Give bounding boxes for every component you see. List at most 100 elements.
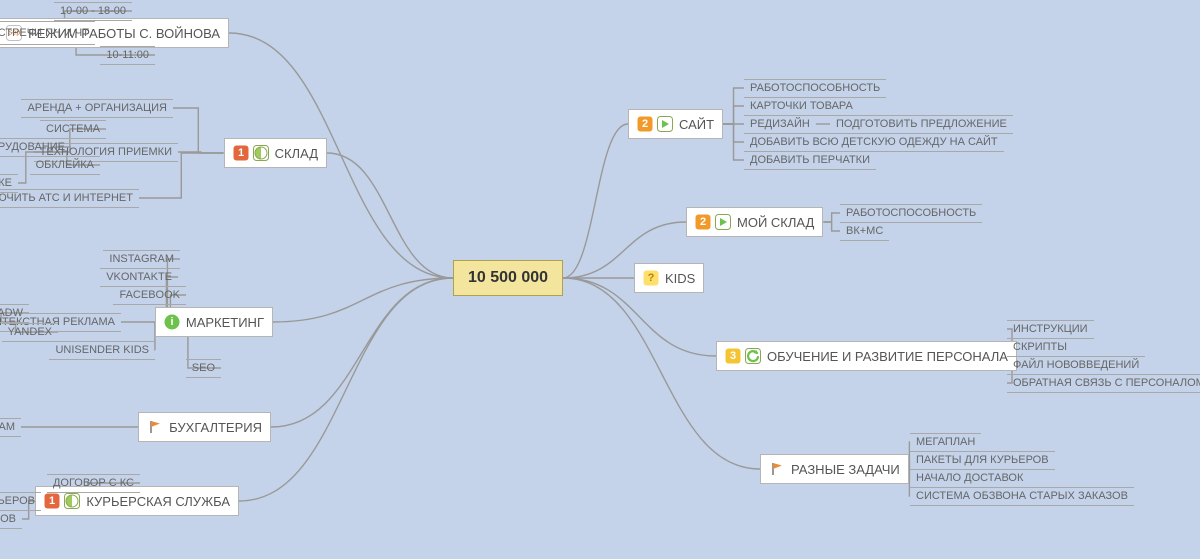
node-label: СКРИПТЫ — [1013, 342, 1067, 353]
node-mkt_uni[interactable]: UNISENDER KIDS — [49, 341, 155, 360]
node-label: ДОГОВОР С КС — [53, 478, 134, 489]
node-site_red[interactable]: РЕДИЗАЙН — [744, 115, 816, 134]
node-label: 10-00 - 18-00 — [60, 6, 126, 17]
node-label: ВСТРЕЧИ ПН И ЧТ — [0, 28, 89, 39]
play-icon — [657, 116, 673, 132]
node-kids[interactable]: ?KIDS — [634, 263, 704, 293]
flag-icon — [769, 461, 785, 477]
node-label: YANDEX — [8, 327, 52, 338]
node-label: ОБРАТНАЯ СВЯЗЬ С ПЕРСОНАЛОМ ЕЖЕНЕДЕЛЬНО — [1013, 378, 1200, 389]
node-mkt_adw[interactable]: GOOGLE ADW — [0, 304, 29, 323]
node-label: РАБОТОСПОСОБНОСТЬ — [846, 208, 976, 219]
node-obuch[interactable]: 3 ОБУЧЕНИЕ И РАЗВИТИЕ ПЕРСОНАЛА — [716, 341, 1017, 371]
node-kur_res[interactable]: РЕСУРС СОБСТВЕННЫХ КУРЬЕРОВ — [0, 492, 41, 511]
node-raz_mega[interactable]: МЕГАПЛАН — [910, 433, 981, 452]
info-icon: i — [164, 314, 180, 330]
node-raz[interactable]: РАЗНЫЕ ЗАДАЧИ — [760, 454, 909, 484]
node-site[interactable]: 2 САЙТ — [628, 109, 723, 139]
node-label: ИНСТРУКЦИИ — [1013, 324, 1088, 335]
node-site_card[interactable]: КАРТОЧКИ ТОВАРА — [744, 97, 859, 116]
node-site_glove[interactable]: ДОБАВИТЬ ПЕРЧАТКИ — [744, 151, 876, 170]
node-label: UNISENDER KIDS — [55, 345, 149, 356]
node-mkt_seo[interactable]: SEO — [186, 359, 221, 378]
node-label: GOOGLE ADW — [0, 308, 23, 319]
node-label: МЕГАПЛАН — [916, 437, 975, 448]
node-site_rab[interactable]: РАБОТОСПОСОБНОСТЬ — [744, 79, 886, 98]
node-moy_vk[interactable]: ВК+МС — [840, 222, 889, 241]
node-label: ПОДГОТОВИТЬ ПРЕДЛОЖЕНИЕ — [836, 119, 1007, 130]
node-label: ОБУЧЕНИЕ И РАЗВИТИЕ ПЕРСОНАЛА — [767, 350, 1008, 363]
node-label: КАРТОЧКИ ТОВАРА — [750, 101, 853, 112]
svg-text:2: 2 — [642, 118, 648, 130]
svg-text:i: i — [170, 316, 173, 328]
node-mkt_yx[interactable]: YANDEX — [2, 323, 58, 342]
node-label: СКЛАД — [275, 147, 318, 160]
node-sklad_oborud[interactable]: ОБОРУДОВАНИЕ — [0, 138, 71, 157]
node-sklad_arenda[interactable]: АРЕНДА + ОРГАНИЗАЦИЯ — [21, 99, 173, 118]
node-sklad[interactable]: 1 СКЛАД — [224, 138, 327, 168]
node-bukh_prem[interactable]: РАЗМЕР ПРЕМИИ ОПЕРАТОРАМ И КУРЬЕРАМ — [0, 418, 21, 437]
question-icon: ? — [643, 270, 659, 286]
node-rezhim_a[interactable]: 10-00 - 18-00 — [54, 2, 132, 21]
node-moy[interactable]: 2МОЙ СКЛАД — [686, 207, 823, 237]
svg-text:?: ? — [648, 272, 655, 284]
node-ob_scr[interactable]: СКРИПТЫ — [1007, 338, 1073, 357]
mindmap-canvas: 10 500 000SepРЕЖИМ РАБОТЫ С. ВОЙНОВА10-0… — [0, 0, 1200, 559]
node-label: СИСТЕМА — [46, 124, 100, 135]
node-raz_nach[interactable]: НАЧАЛО ДОСТАВОК — [910, 469, 1029, 488]
node-rezhim_c[interactable]: 10-11:00 — [100, 46, 155, 65]
num2-icon: 2 — [695, 214, 711, 230]
node-bukh[interactable]: БУХГАЛТЕРИЯ — [138, 412, 271, 442]
flag-icon — [147, 419, 163, 435]
node-mkt_fb[interactable]: FACEBOOK — [113, 286, 186, 305]
node-mkt_ig[interactable]: INSTAGRAM — [103, 250, 180, 269]
svg-text:1: 1 — [49, 495, 55, 507]
edge — [723, 88, 744, 124]
node-mkt_vk[interactable]: VKONTAKTE — [100, 268, 178, 287]
node-label: МАРКЕТИНГ — [186, 316, 264, 329]
node-label: РАБОТОСПОСОБНОСТЬ — [750, 83, 880, 94]
half-icon — [253, 145, 269, 161]
node-label: ПОДГОТОВКА К ОТПРАВКЕ — [0, 178, 12, 189]
node-label: SEO — [192, 363, 215, 374]
svg-text:3: 3 — [730, 350, 736, 362]
node-label: INSTAGRAM — [109, 254, 174, 265]
node-rezhim_b[interactable]: ThВСТРЕЧИ ПН И ЧТ — [0, 21, 95, 45]
node-ob_fb[interactable]: ОБРАТНАЯ СВЯЗЬ С ПЕРСОНАЛОМ ЕЖЕНЕДЕЛЬНО — [1007, 374, 1200, 393]
node-label: ПАКЕТЫ ДЛЯ КУРЬЕРОВ — [916, 455, 1049, 466]
edge — [271, 278, 453, 427]
edge — [723, 106, 744, 124]
edge — [723, 124, 744, 160]
num1-icon: 1 — [233, 145, 249, 161]
node-label: РАЗМЕР ПРЕМИИ ОПЕРАТОРАМ И КУРЬЕРАМ — [0, 422, 15, 433]
node-label: АРЕНДА + ОРГАНИЗАЦИЯ — [27, 103, 167, 114]
num1-icon: 1 — [44, 493, 60, 509]
node-site_kids[interactable]: ДОБАВИТЬ ВСЮ ДЕТСКУЮ ОДЕЖДУ НА САЙТ — [744, 133, 1004, 152]
node-site_red_pred[interactable]: ПОДГОТОВИТЬ ПРЕДЛОЖЕНИЕ — [830, 115, 1013, 134]
node-label: КУРЬЕРСКАЯ СЛУЖБА — [86, 495, 230, 508]
node-ob_instr[interactable]: ИНСТРУКЦИИ — [1007, 320, 1094, 339]
num3-icon: 3 — [725, 348, 741, 364]
edge — [327, 153, 453, 278]
node-label: ВК+МС — [846, 226, 883, 237]
node-mkt[interactable]: i МАРКЕТИНГ — [155, 307, 273, 337]
half-icon — [64, 493, 80, 509]
edge — [173, 108, 224, 153]
node-raz_pak[interactable]: ПАКЕТЫ ДЛЯ КУРЬЕРОВ — [910, 451, 1055, 470]
node-label: НАЧАЛО ДОСТАВОК — [916, 473, 1023, 484]
num2-icon: 2 — [637, 116, 653, 132]
node-raz_obzv[interactable]: СИСТЕМА ОБЗВОНА СТАРЫХ ЗАКАЗОВ — [910, 487, 1134, 506]
root-node[interactable]: 10 500 000 — [453, 260, 563, 296]
play-icon — [715, 214, 731, 230]
node-kur_dog[interactable]: ДОГОВОР С КС — [47, 474, 140, 493]
edge — [178, 152, 224, 153]
edge — [823, 222, 840, 231]
node-sklad_obkl[interactable]: ОБКЛЕЙКА — [30, 156, 100, 175]
node-label: ВНЕШНИЙ ВИД И СКРИПТЫ КУРЬЕРОВ — [0, 514, 16, 525]
node-kur_vid[interactable]: ВНЕШНИЙ ВИД И СКРИПТЫ КУРЬЕРОВ — [0, 510, 22, 529]
node-ob_file[interactable]: ФАЙЛ НОВОВВЕДЕНИЙ — [1007, 356, 1145, 375]
node-sklad_ats[interactable]: ПОДКЛЮЧИТЬ АТС И ИНТЕРНЕТ — [0, 189, 139, 208]
node-moy_rab[interactable]: РАБОТОСПОСОБНОСТЬ — [840, 204, 982, 223]
node-label: САЙТ — [679, 118, 714, 131]
node-sklad_sys[interactable]: СИСТЕМА — [40, 120, 106, 139]
